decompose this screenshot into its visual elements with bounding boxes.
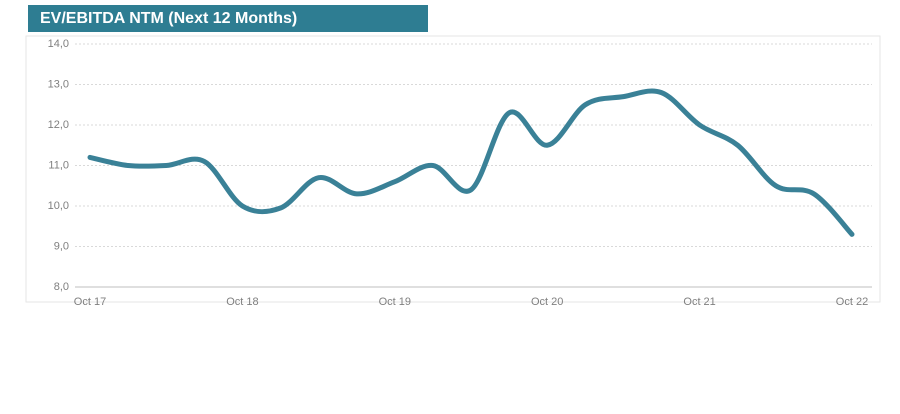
chart-title: EV/EBITDA NTM (Next 12 Months) <box>40 10 297 27</box>
chart-frame <box>25 35 881 303</box>
y-tick-label: 9,0 <box>54 240 69 252</box>
x-tick-label: Oct 20 <box>531 296 563 308</box>
y-tick-label: 14,0 <box>48 38 69 50</box>
title-box <box>28 5 428 32</box>
y-tick-label: 10,0 <box>48 200 69 212</box>
x-tick-label: Oct 19 <box>379 296 411 308</box>
y-tick-label: 13,0 <box>48 78 69 90</box>
line-series <box>87 88 855 237</box>
y-tick-label: 12,0 <box>48 119 69 131</box>
x-tick-label: Oct 18 <box>226 296 258 308</box>
x-tick-label: Oct 21 <box>683 296 715 308</box>
x-tick-label: Oct 22 <box>836 296 868 308</box>
y-tick-label: 11,0 <box>48 159 69 171</box>
x-tick-label: Oct 17 <box>74 296 106 308</box>
y-tick-label: 8,0 <box>54 281 69 293</box>
